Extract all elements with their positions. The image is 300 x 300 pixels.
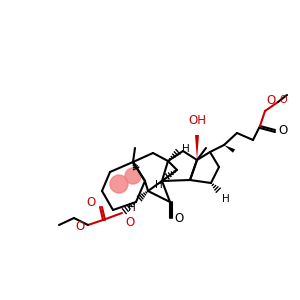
Text: O: O bbox=[266, 94, 275, 107]
Circle shape bbox=[125, 168, 141, 184]
Text: O: O bbox=[280, 95, 288, 105]
Text: OH: OH bbox=[188, 114, 206, 127]
Text: H: H bbox=[182, 144, 190, 154]
Text: O: O bbox=[174, 212, 183, 224]
Text: O: O bbox=[278, 124, 287, 136]
Polygon shape bbox=[224, 145, 235, 153]
Polygon shape bbox=[195, 135, 199, 160]
Text: H: H bbox=[155, 180, 163, 190]
Circle shape bbox=[110, 175, 128, 193]
Text: O: O bbox=[76, 220, 85, 233]
Text: O: O bbox=[125, 216, 134, 229]
Text: O: O bbox=[87, 196, 96, 208]
Text: H: H bbox=[222, 194, 230, 204]
Text: H: H bbox=[128, 203, 136, 213]
